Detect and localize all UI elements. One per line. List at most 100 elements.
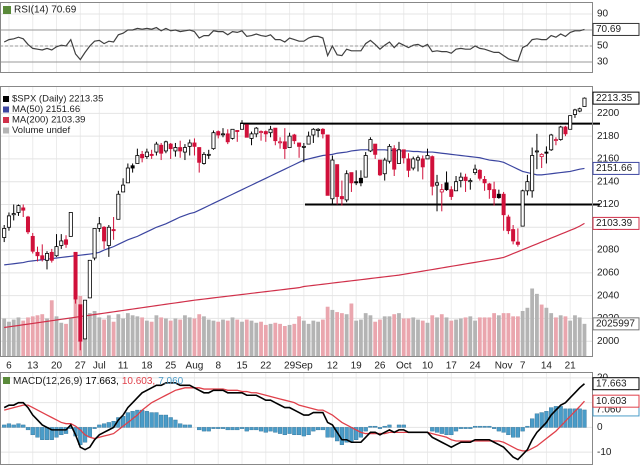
candle-body (444, 182, 449, 191)
histogram-bar (35, 427, 40, 438)
candle-body (268, 128, 273, 134)
volume-bar (439, 314, 444, 356)
histogram-bar (225, 427, 230, 431)
candle-body (572, 109, 577, 115)
x-tick-label: 18 (141, 361, 153, 372)
volume-bar (554, 317, 558, 356)
candle-body (415, 157, 420, 161)
y-tick-label: 90 (597, 9, 609, 20)
volume-bar (349, 303, 354, 356)
histogram-bar (320, 427, 325, 431)
candle-body (102, 226, 107, 242)
histogram-bar (201, 427, 207, 432)
volume-bar (197, 314, 202, 356)
histogram-bar (572, 408, 578, 428)
histogram-bar (449, 427, 454, 436)
volume-bar (187, 317, 192, 356)
candle-body (325, 134, 330, 196)
histogram-bar (235, 427, 240, 431)
candle-body (330, 159, 335, 200)
candle-body (492, 189, 497, 199)
histogram-bar (78, 427, 83, 445)
histogram-bar (197, 427, 202, 431)
candle-body (187, 142, 192, 147)
candle-body (363, 155, 368, 178)
x-tick-label: Nov (495, 361, 513, 372)
histogram-bar (135, 409, 140, 428)
candle-body (282, 141, 287, 150)
candle-body (411, 158, 416, 169)
volume-bar (159, 317, 164, 356)
volume-bar (363, 313, 368, 356)
volume-bar (7, 321, 11, 356)
volume-bar (473, 320, 477, 356)
volume-last-label: 2025997 (596, 318, 635, 329)
histogram-bar (6, 423, 12, 428)
price-last-label: 2213.35 (596, 93, 633, 104)
y-tick-label: 50 (597, 41, 609, 52)
volume-bar (106, 315, 111, 356)
histogram-bar (173, 419, 178, 428)
candle-body (420, 158, 425, 168)
volume-bar (335, 312, 340, 356)
histogram-bar (239, 427, 245, 429)
y-tick-label: 2120 (597, 199, 620, 210)
volume-bar (121, 318, 126, 356)
histogram-bar (163, 414, 169, 428)
histogram-bar (282, 427, 287, 436)
histogram-bar (468, 427, 473, 429)
candle-body (358, 177, 363, 184)
histogram-bar (125, 412, 130, 428)
candle-body (468, 180, 473, 183)
volume-bar (468, 316, 473, 356)
volume-bar (216, 321, 221, 356)
histogram-bar (178, 423, 183, 428)
volume-bar (425, 322, 430, 356)
x-tick-label: 22 (260, 361, 272, 372)
x-tick-label: 21 (565, 361, 577, 372)
candle-body (140, 153, 145, 159)
legend-label: 10.603, (122, 376, 155, 387)
candle-body (354, 181, 359, 184)
volume-bar (368, 315, 373, 356)
histogram-bar (11, 424, 16, 428)
volume-bar (539, 304, 544, 356)
histogram-bar (30, 427, 35, 436)
y-tick-label: 2080 (597, 245, 620, 256)
histogram-bar (373, 425, 378, 428)
candle-body (173, 147, 178, 152)
candle-body (316, 128, 321, 131)
volume-bar (230, 317, 235, 356)
candle-body (73, 251, 78, 300)
candle-body (335, 164, 340, 197)
histogram-bar (491, 427, 497, 429)
histogram-bar (25, 427, 31, 431)
candle-body (525, 181, 530, 192)
histogram-bar (387, 424, 392, 428)
volume-bar (582, 323, 587, 356)
volume-bar (558, 315, 563, 356)
candle-body (278, 141, 283, 144)
histogram-bar (453, 427, 459, 432)
histogram-bar (401, 424, 406, 428)
y-tick-label: 2060 (597, 267, 620, 278)
volume-bar (168, 320, 173, 356)
volume-bar (573, 315, 577, 356)
volume-bar (487, 317, 492, 356)
volume-bar (164, 318, 168, 356)
candle-body (449, 189, 454, 197)
volume-bar (254, 322, 259, 356)
candle-body (292, 134, 297, 142)
histogram-bar (182, 424, 188, 428)
volume-bar (221, 319, 225, 356)
volume-bar (240, 321, 244, 356)
volume-bar (458, 318, 463, 356)
volume-bar (420, 320, 425, 356)
x-tick-label: 8 (215, 361, 221, 372)
candle-body (582, 97, 587, 107)
volume-bar (268, 323, 273, 356)
volume-bar (154, 315, 159, 356)
candle-body (16, 205, 21, 213)
y-tick-label: -10 (597, 447, 612, 458)
